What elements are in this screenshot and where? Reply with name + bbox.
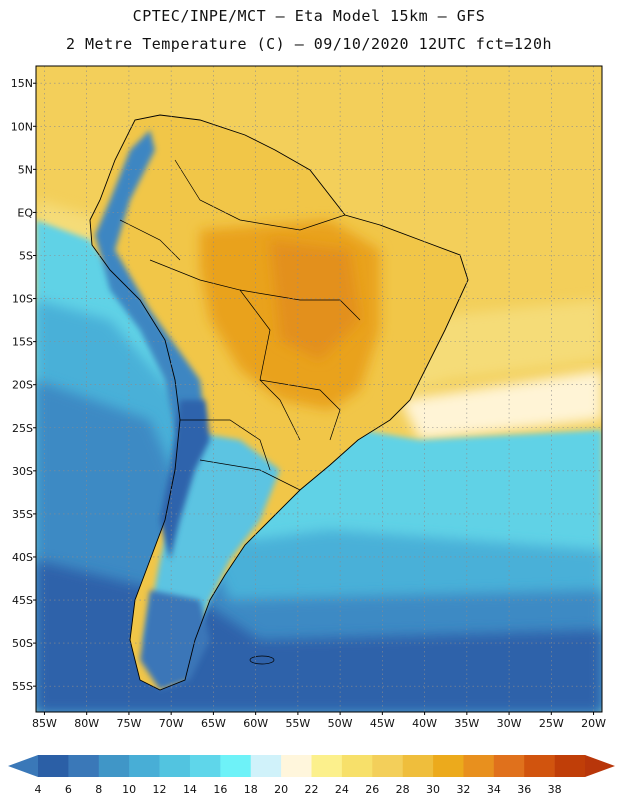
colorbar-tick-label: 26	[365, 783, 379, 796]
colorbar-swatch	[463, 755, 495, 777]
colorbar-tick-label: 12	[153, 783, 167, 796]
colorbar-swatch	[38, 755, 69, 777]
colorbar	[8, 755, 615, 777]
colorbar-swatch	[524, 755, 555, 777]
lat-tick-label: 10N	[11, 120, 33, 133]
colorbar-tick-label: 20	[274, 783, 288, 796]
lat-tick-label: EQ	[17, 206, 33, 219]
lat-tick-label: 15N	[11, 77, 33, 90]
colorbar-extend-high	[585, 755, 615, 777]
lon-tick-label: 70W	[159, 717, 184, 730]
latitude-labels: 15N 10N 5N EQ 5S 10S 15S 20S 25S 30S 35S 40S 45S 50S 5…	[11, 77, 36, 693]
lon-tick-label: 80W	[74, 717, 99, 730]
colorbar-tick-label: 28	[396, 783, 410, 796]
colorbar-swatch	[189, 755, 221, 777]
colorbar-tick-label: 16	[213, 783, 227, 796]
colorbar-swatch	[311, 755, 343, 777]
lat-tick-label: 40S	[12, 551, 33, 564]
colorbar-swatch	[372, 755, 403, 777]
colorbar-tick-label: 8	[95, 783, 102, 796]
lon-tick-label: 20W	[581, 717, 606, 730]
lat-tick-label: 45S	[12, 594, 33, 607]
lon-tick-label: 30W	[497, 717, 522, 730]
colorbar-tick-label: 30	[426, 783, 440, 796]
colorbar-tick-label: 24	[335, 783, 349, 796]
colorbar-tick-label: 6	[65, 783, 72, 796]
colorbar-swatch	[220, 755, 252, 777]
map-field	[36, 66, 602, 712]
colorbar-tick-label: 14	[183, 783, 197, 796]
longitude-labels: 85W 80W 75W 70W 65W 60W 55W 50W 45W 40W 35W 30W 25W 2…	[32, 712, 606, 730]
lat-tick-label: 5N	[18, 163, 33, 176]
colorbar-swatch	[493, 755, 525, 777]
lat-tick-label: 15S	[12, 336, 33, 349]
country-borders	[119, 159, 361, 491]
lat-tick-label: 55S	[12, 680, 33, 693]
colorbar-swatch	[554, 755, 586, 777]
falkland-islands	[249, 655, 275, 665]
lon-tick-label: 55W	[285, 717, 310, 730]
colorbar-swatch	[159, 755, 191, 777]
lon-tick-label: 35W	[454, 717, 479, 730]
lon-tick-label: 45W	[370, 717, 395, 730]
colorbar-swatch	[98, 755, 130, 777]
lat-tick-label: 50S	[12, 637, 33, 650]
lat-tick-label: 20S	[12, 379, 33, 392]
coastline	[89, 114, 469, 691]
colorbar-tick-label: 4	[35, 783, 42, 796]
map-subtitle: 2 Metre Temperature (C) – 09/10/2020 12U…	[65, 35, 553, 53]
patagonia-cold	[140, 590, 210, 690]
lat-tick-label: 5S	[19, 249, 33, 262]
map-title: CPTEC/INPE/MCT – Eta Model 15km – GFS	[132, 7, 486, 25]
lon-tick-label: 25W	[539, 717, 564, 730]
colorbar-tick-label: 38	[548, 783, 562, 796]
colorbar-swatch	[68, 755, 100, 777]
colorbar-labels: 4 6 8 10 12 14 16 18 20 22 24 26 28 30 32 34 36 38	[35, 783, 562, 796]
map-frame	[35, 65, 603, 713]
lon-tick-label: 40W	[412, 717, 437, 730]
andes-coldest	[160, 400, 210, 560]
colorbar-swatch	[250, 755, 282, 777]
colorbar-swatch	[281, 755, 312, 777]
colorbar-swatch	[341, 755, 373, 777]
colorbar-tick-label: 18	[244, 783, 258, 796]
lon-tick-label: 60W	[243, 717, 268, 730]
colorbar-tick-label: 10	[122, 783, 136, 796]
lat-tick-label: 35S	[12, 508, 33, 521]
andes-cold	[95, 130, 205, 440]
colorbar-extend-low	[8, 755, 38, 777]
colorbar-tick-label: 34	[487, 783, 501, 796]
lat-tick-label: 10S	[12, 293, 33, 306]
colorbar-tick-label: 22	[305, 783, 319, 796]
lat-tick-label: 25S	[12, 422, 33, 435]
lat-tick-label: 30S	[12, 465, 33, 478]
colorbar-tick-label: 32	[456, 783, 470, 796]
colorbar-swatch	[402, 755, 434, 777]
colorbar-swatch	[433, 755, 464, 777]
lon-tick-label: 75W	[116, 717, 141, 730]
colorbar-tick-label: 36	[517, 783, 531, 796]
lon-tick-label: 85W	[32, 717, 57, 730]
lon-tick-label: 50W	[328, 717, 353, 730]
colorbar-swatch	[129, 755, 160, 777]
lon-tick-label: 65W	[201, 717, 226, 730]
